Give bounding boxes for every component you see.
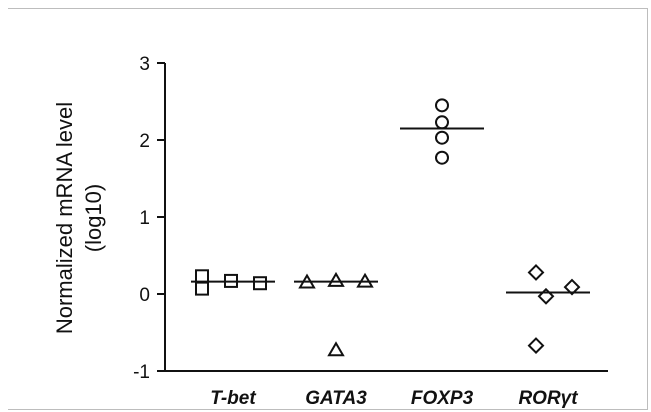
circle-marker bbox=[435, 130, 449, 145]
y-tick-label: 1 bbox=[139, 208, 150, 229]
x-tick-label: FOXP3 bbox=[411, 388, 474, 409]
y-tick-label: -1 bbox=[133, 362, 150, 383]
square-marker bbox=[195, 281, 209, 296]
y-ticks: 3 2 1 0 -1 bbox=[133, 54, 165, 383]
square-marker bbox=[195, 269, 209, 284]
y-tick-label: 2 bbox=[139, 131, 150, 152]
circle-marker bbox=[435, 98, 449, 113]
y-axis-title-line2: (log10) bbox=[81, 184, 106, 252]
y-tick-label: 0 bbox=[139, 285, 150, 306]
diamond-marker bbox=[563, 278, 581, 296]
x-tick-label: RORγt bbox=[518, 388, 578, 409]
circle-marker bbox=[435, 115, 449, 130]
diamond-marker bbox=[537, 287, 555, 305]
diamond-marker bbox=[527, 264, 545, 281]
x-tick-label: T-bet bbox=[210, 388, 256, 409]
y-tick-label: 3 bbox=[139, 54, 150, 75]
circle-marker bbox=[435, 150, 449, 165]
data-points bbox=[195, 98, 581, 357]
x-tick-label: GATA3 bbox=[305, 388, 367, 409]
diamond-marker bbox=[527, 337, 545, 355]
square-marker bbox=[253, 276, 267, 291]
y-axis-title: Normalized mRNA level (log10) bbox=[52, 102, 106, 334]
median-lines bbox=[191, 127, 590, 294]
y-axis-title-line1: Normalized mRNA level bbox=[52, 102, 77, 334]
triangle-marker bbox=[327, 271, 345, 287]
triangle-marker bbox=[327, 341, 345, 357]
x-tick-labels: T-bet GATA3 FOXP3 RORγt bbox=[210, 388, 578, 409]
